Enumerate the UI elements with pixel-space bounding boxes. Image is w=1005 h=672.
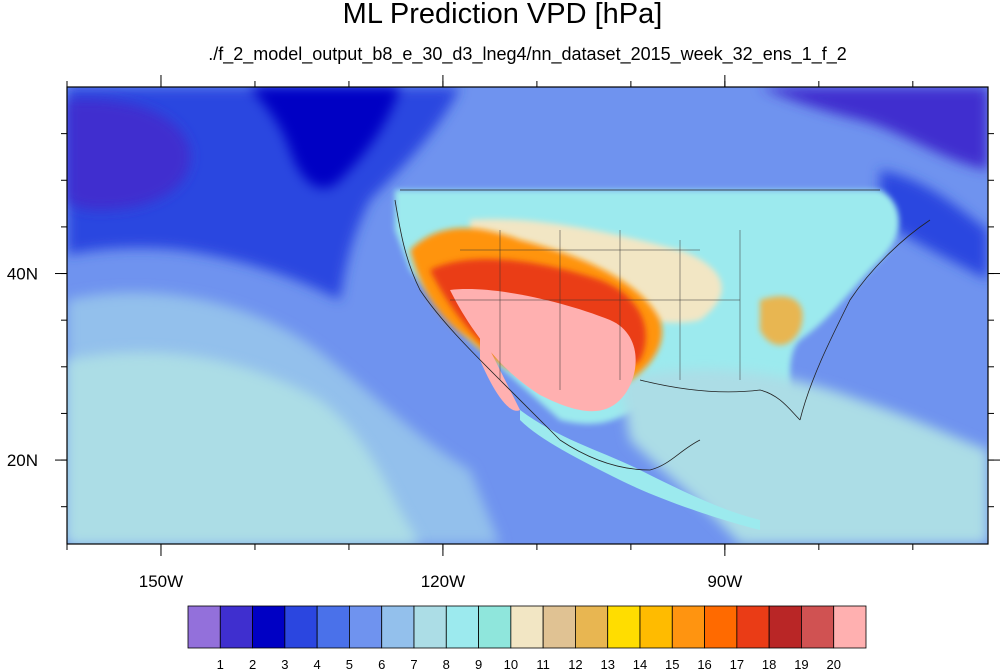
colorbar-swatch [801, 605, 835, 649]
colorbar-swatch [349, 605, 383, 649]
field-southwest-pink [450, 289, 636, 412]
colorbar-swatch [704, 605, 738, 649]
plot-frame [66, 86, 989, 545]
field-atlantic-dark [880, 170, 988, 280]
field-pacific-deep [250, 87, 400, 189]
colorbar-swatch [219, 605, 253, 649]
vpd-field [67, 87, 988, 544]
x-tick-label: 90W [707, 572, 742, 591]
colorbar-swatch [284, 605, 318, 649]
colorbar-label: 1 [217, 657, 224, 672]
x-tick-label: 150W [139, 572, 183, 591]
colorbar-label: 19 [794, 657, 808, 672]
x-tick-label: 120W [421, 572, 465, 591]
colorbar-swatch [639, 605, 673, 649]
coastline-west [394, 199, 701, 471]
y-tick-label: 20N [7, 451, 38, 470]
colorbar-swatch [413, 605, 447, 649]
colorbar-swatch [187, 605, 221, 649]
colorbar-label: 9 [475, 657, 482, 672]
coastline-east [799, 219, 931, 421]
field-ne-purple [760, 87, 988, 170]
colorbar-label: 12 [568, 657, 582, 672]
colorbar-label: 8 [443, 657, 450, 672]
colorbar-label: 13 [600, 657, 614, 672]
colorbar-swatch [736, 605, 770, 649]
colorbar-swatch [510, 605, 544, 649]
colorbar-label: 6 [378, 657, 385, 672]
colorbar-swatch [542, 605, 576, 649]
x-axis-ticks: 150W 120W 90W [66, 75, 914, 591]
map-subtitle: ./f_2_model_output_b8_e_30_d3_lneg4/nn_d… [208, 44, 847, 64]
colorbar-swatch [478, 605, 512, 649]
colorbar-swatch [575, 605, 609, 649]
colorbar-label: 5 [346, 657, 353, 672]
colorbar-swatch [833, 605, 867, 649]
field-se-hot [760, 296, 803, 345]
colorbar-swatch [671, 605, 705, 649]
field-pacific-purple [67, 99, 191, 210]
y-axis-ticks: 40N 20N [7, 133, 1000, 508]
colorbar-swatch [768, 605, 802, 649]
colorbar-label: 15 [665, 657, 679, 672]
colorbar-label: 18 [762, 657, 776, 672]
colorbar-label: 4 [314, 657, 321, 672]
colorbar [187, 605, 867, 649]
colorbar-label: 17 [730, 657, 744, 672]
colorbar-label: 10 [504, 657, 518, 672]
colorbar-label: 11 [536, 657, 550, 672]
colorbar-label: 14 [633, 657, 647, 672]
colorbar-label: 2 [249, 657, 256, 672]
coastline-gulf [639, 379, 801, 421]
field-ocean-sw-light [67, 352, 420, 544]
colorbar-label: 3 [281, 657, 288, 672]
state-borders [450, 230, 741, 390]
y-tick-label: 40N [7, 265, 38, 284]
colorbar-labels: 1 2 3 4 5 6 7 8 9 10 11 12 13 14 15 16 17 18 19 20 [217, 657, 841, 672]
colorbar-swatch [252, 605, 286, 649]
field-gulf [620, 369, 988, 544]
colorbar-swatch [316, 605, 350, 649]
colorbar-swatch [381, 605, 415, 649]
map-title: ML Prediction VPD [hPa] [342, 0, 663, 30]
colorbar-swatch [445, 605, 479, 649]
colorbar-label: 7 [410, 657, 417, 672]
colorbar-swatch [607, 605, 641, 649]
colorbar-label: 16 [697, 657, 711, 672]
colorbar-label: 20 [826, 657, 840, 672]
